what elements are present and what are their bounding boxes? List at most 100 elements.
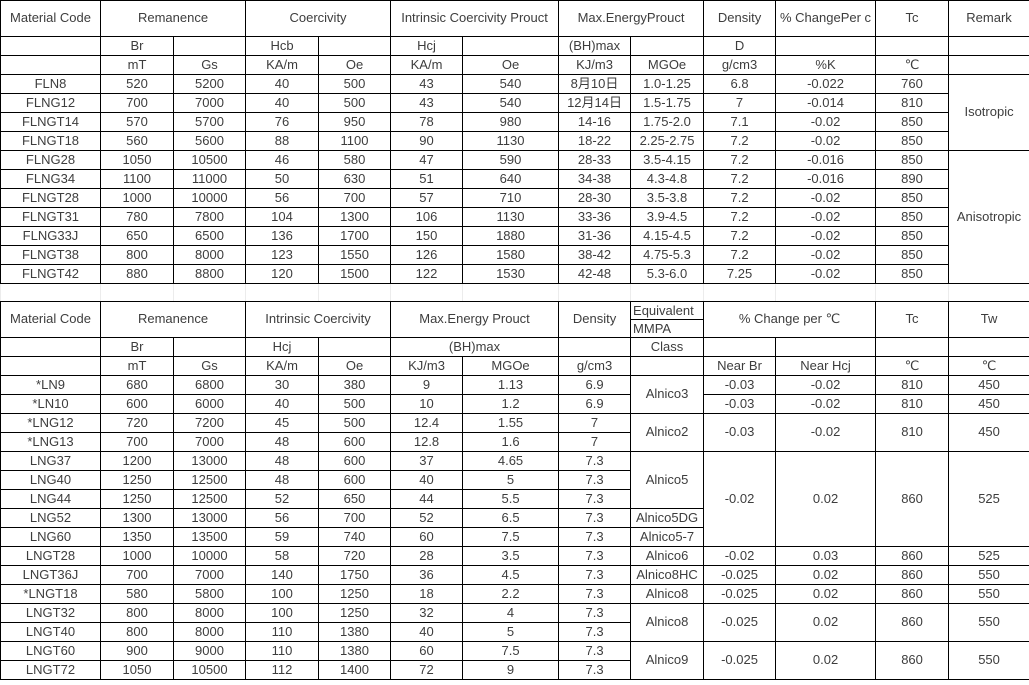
table-row: FLNG33J 650 6500 136 1700 150 1880 31-36 4.15-4.… — [0, 226, 1029, 246]
value-cell: 7.3 — [558, 584, 632, 604]
value-cell: 52 — [390, 508, 464, 528]
unit-cell: KA/m — [390, 55, 464, 75]
remark-cell: Anisotropic — [948, 150, 1029, 284]
value-cell: 2.2 — [462, 584, 560, 604]
value-cell: 650 — [318, 489, 392, 509]
change-value-cell: -0.025 — [703, 584, 777, 604]
value-cell: 600 — [318, 432, 392, 452]
value-cell: 10500 — [172, 660, 247, 680]
empty-cell — [948, 36, 1029, 56]
unit-cell: %K — [775, 55, 877, 75]
value-cell: 7000 — [172, 93, 247, 113]
value-cell: 43 — [390, 74, 464, 94]
empty-cell — [948, 337, 1029, 357]
value-cell: 56 — [245, 188, 320, 208]
value-cell: 980 — [462, 112, 560, 132]
value-cell: 850 — [875, 245, 950, 265]
unit-cell: Gs — [172, 55, 247, 75]
value-cell: 6.9 — [558, 394, 632, 414]
value-cell: 6800 — [172, 375, 247, 395]
header-density: Density — [703, 0, 777, 37]
header-max-energy: Max.Energy Prouct — [390, 301, 560, 338]
ln-alnico-materials-table: Material Code Remanence Intrinsic Coerci… — [0, 301, 1029, 680]
value-cell: 28-33 — [558, 150, 632, 170]
value-cell: 700 — [318, 188, 392, 208]
value-cell: 1000 — [100, 546, 174, 566]
value-cell: 7800 — [172, 207, 247, 227]
value-cell: 600 — [318, 451, 392, 471]
value-cell: 10 — [390, 394, 464, 414]
table-row: FLNG28 1050 10500 46 580 47 590 28-33 3.5-4.15 7.… — [0, 150, 1029, 284]
value-cell: 1380 — [318, 622, 392, 642]
value-cell: 10000 — [172, 188, 247, 208]
change-value-cell: 0.02 — [775, 641, 877, 680]
unit-cell: MGOe — [630, 55, 705, 75]
value-cell: 800 — [100, 245, 174, 265]
unit-cell: g/cm3 — [558, 356, 632, 376]
value-cell: 48 — [245, 451, 320, 471]
value-cell: 6500 — [172, 226, 247, 246]
value-cell: 900 — [100, 641, 174, 661]
value-cell: 1.6 — [462, 432, 560, 452]
value-cell: 46 — [245, 150, 320, 170]
value-cell: -0.02 — [775, 226, 877, 246]
change-value-cell: -0.025 — [703, 603, 777, 642]
value-cell: 10000 — [172, 546, 247, 566]
value-cell: 500 — [318, 93, 392, 113]
table2-header-row2: Br Hcj (BH)max Class — [0, 337, 1029, 357]
value-cell: 56 — [245, 508, 320, 528]
material-code-cell: *LNG13 — [0, 432, 101, 452]
value-cell: 7.3 — [558, 546, 632, 566]
value-cell: 5700 — [172, 112, 247, 132]
mmpa-class-cell: Alnico2 — [630, 413, 705, 452]
equivalent-label: Equivalent — [631, 303, 703, 320]
table-row: LNGT32 800 8000 100 1250 32 4 7.3 Alnico8 -0.025 0… — [0, 603, 1029, 642]
value-cell: 710 — [462, 188, 560, 208]
value-cell: 4.3-4.8 — [630, 169, 705, 189]
material-code-cell: LNG44 — [0, 489, 101, 509]
change-value-cell: 0.02 — [775, 565, 877, 585]
value-cell: 7.2 — [703, 169, 777, 189]
empty-cell — [775, 36, 877, 56]
header-change-per-c: % Change per ℃ — [703, 301, 877, 338]
value-cell: 650 — [100, 226, 174, 246]
change-value-cell: -0.03 — [703, 413, 777, 452]
value-cell: 7.3 — [558, 489, 632, 509]
change-value-cell: 860 — [875, 451, 950, 547]
change-value-cell: 810 — [875, 375, 950, 395]
value-cell: 7.1 — [703, 112, 777, 132]
value-cell: 18-22 — [558, 131, 632, 151]
unit-cell: Oe — [318, 55, 392, 75]
value-cell: 500 — [318, 413, 392, 433]
value-cell: 40 — [390, 470, 464, 490]
value-cell: 1380 — [318, 641, 392, 661]
value-cell: 850 — [875, 150, 950, 170]
value-cell: 630 — [318, 169, 392, 189]
table-row: *LNG12 720 7200 45 500 12.4 1.55 7 Alnico2 -0.03-… — [0, 413, 1029, 452]
value-cell: 720 — [318, 546, 392, 566]
empty-cell — [172, 337, 247, 357]
class-label: Class — [630, 337, 705, 357]
value-cell: 800 — [100, 603, 174, 623]
header-coercivity: Coercivity — [245, 0, 392, 37]
value-cell: 1350 — [100, 527, 174, 547]
symbol-hcj: Hcj — [245, 337, 320, 357]
value-cell: 7000 — [172, 432, 247, 452]
unit-cell: ℃ — [875, 356, 950, 376]
value-cell: 1580 — [462, 245, 560, 265]
header-tc: Tc — [875, 0, 950, 37]
symbol-hcj: Hcj — [390, 36, 464, 56]
value-cell: -0.02 — [775, 112, 877, 132]
change-value-cell: -0.025 — [703, 565, 777, 585]
value-cell: 5.5 — [462, 489, 560, 509]
value-cell: 58 — [245, 546, 320, 566]
value-cell: 890 — [875, 169, 950, 189]
value-cell: 7.5 — [462, 641, 560, 661]
value-cell: -0.02 — [775, 131, 877, 151]
value-cell: 12500 — [172, 489, 247, 509]
table2-header: Material Code Remanence Intrinsic Coerci… — [0, 301, 1029, 376]
value-cell: 76 — [245, 112, 320, 132]
value-cell: 7.3 — [558, 470, 632, 490]
empty-cell — [875, 337, 950, 357]
value-cell: 1550 — [318, 245, 392, 265]
